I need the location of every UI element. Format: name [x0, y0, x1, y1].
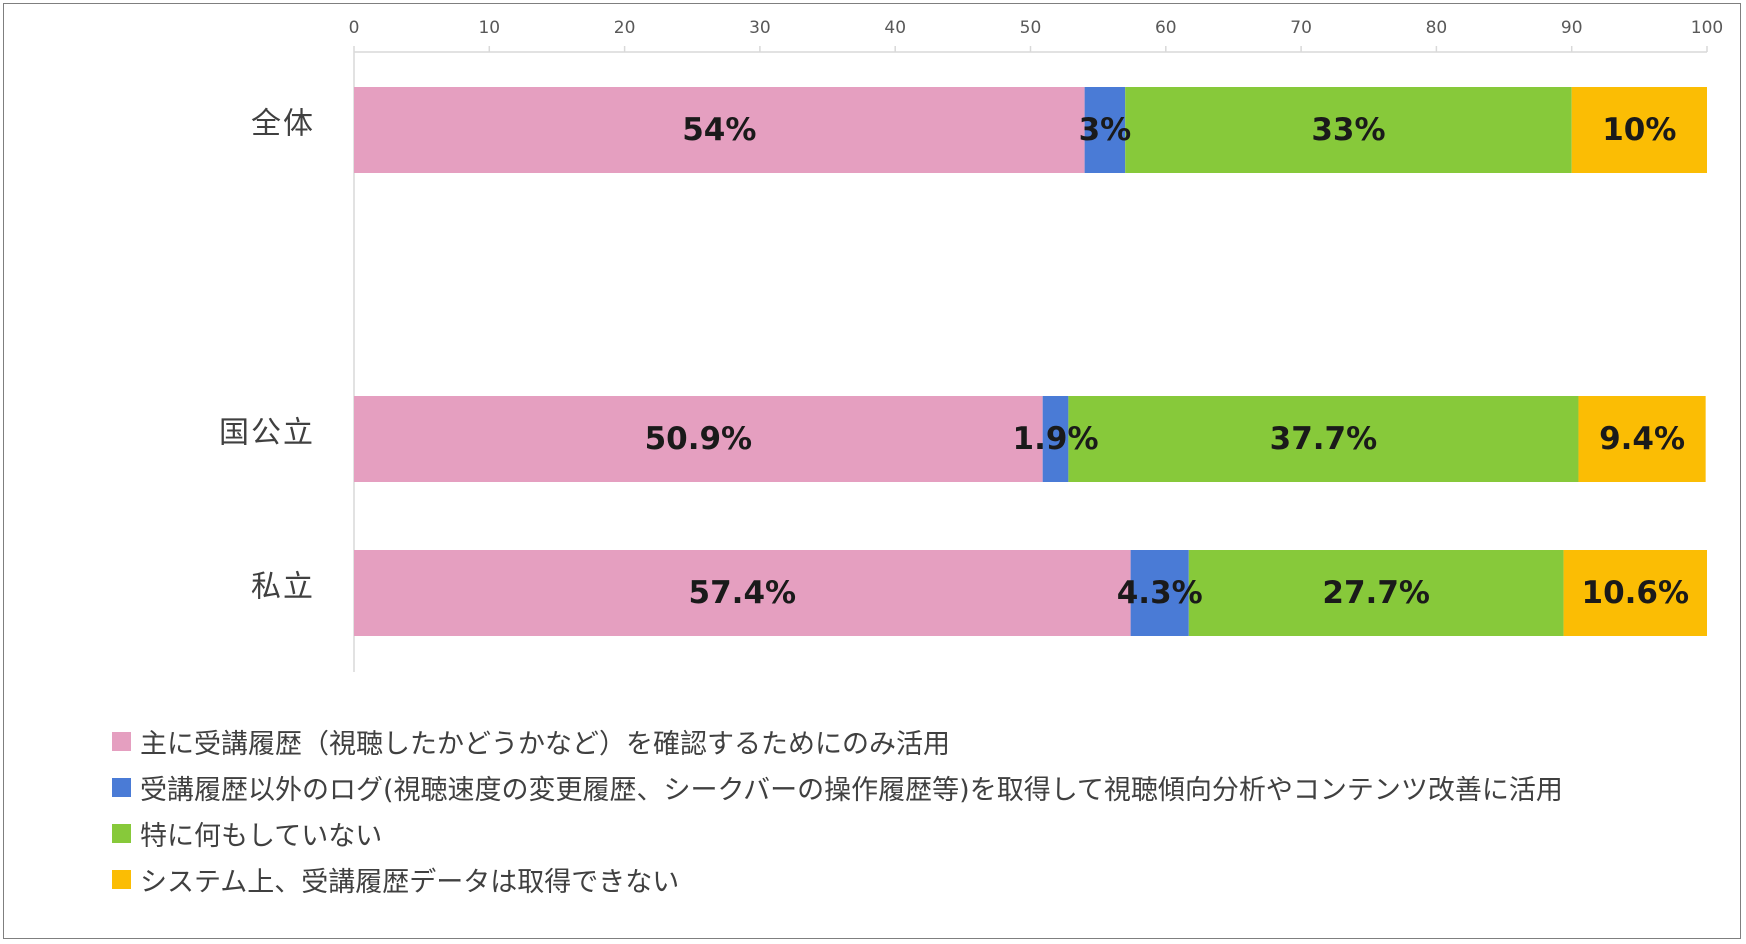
legend-label: 特に何もしていない — [140, 820, 383, 852]
category-label: 私立 — [251, 570, 315, 605]
bar-segment — [1130, 550, 1189, 636]
data-label: 4.3% — [1117, 575, 1203, 611]
data-label: 3% — [1079, 112, 1132, 148]
x-tick-label: 90 — [1561, 18, 1583, 38]
bar-segment — [1571, 87, 1707, 173]
x-tick-label: 10 — [478, 18, 500, 38]
x-tick-label: 70 — [1290, 18, 1312, 38]
data-label: 9.4% — [1599, 421, 1685, 457]
legend-label: システム上、受講履歴データは取得できない — [140, 866, 680, 898]
legend-item: システム上、受講履歴データは取得できない — [112, 856, 1563, 902]
x-tick-label: 80 — [1426, 18, 1448, 38]
data-label: 10% — [1602, 112, 1676, 148]
bars — [354, 87, 1707, 636]
x-tick-label: 60 — [1155, 18, 1177, 38]
data-label: 10.6% — [1582, 575, 1690, 611]
x-tick-label: 50 — [1020, 18, 1042, 38]
bar-segment — [354, 396, 1043, 482]
bar-segment — [1125, 87, 1572, 173]
legend-swatch — [112, 731, 131, 751]
bar-segment — [354, 550, 1131, 636]
data-labels: 54% 3% 33% 10% 50.9% 1.9% 37.7% 9.4% 57.4% 4.3% 27… — [645, 112, 1689, 611]
legend-swatch — [112, 869, 131, 889]
data-label: 37.7% — [1270, 421, 1378, 457]
data-label: 33% — [1311, 112, 1385, 148]
bar-segment — [1068, 396, 1579, 482]
legend: 主に受講履歴（視聴したかどうかなど）を確認するためにのみ活用受講履歴以外のログ(… — [112, 718, 1563, 902]
bar-segment — [1578, 396, 1706, 482]
category-label: 国公立 — [219, 416, 315, 451]
data-label: 50.9% — [645, 421, 753, 457]
bar-segment — [1084, 87, 1126, 173]
legend-item: 主に受講履歴（視聴したかどうかなど）を確認するためにのみ活用 — [112, 718, 1563, 764]
data-label: 57.4% — [689, 575, 797, 611]
x-tick-label: 20 — [614, 18, 636, 38]
x-tick-label: 100 — [1691, 18, 1723, 38]
x-tick-label: 30 — [749, 18, 771, 38]
legend-item: 特に何もしていない — [112, 810, 1563, 856]
bar-segment — [1563, 550, 1707, 636]
legend-swatch — [112, 777, 131, 797]
data-label: 1.9% — [1013, 421, 1099, 457]
category-label: 全体 — [251, 107, 315, 142]
data-label: 54% — [682, 112, 756, 148]
x-tick-label: 0 — [349, 18, 360, 38]
bar-segment — [354, 87, 1085, 173]
bar-segment — [1188, 550, 1564, 636]
legend-item: 受講履歴以外のログ(視聴速度の変更履歴、シークバーの操作履歴等)を取得して視聴傾… — [112, 764, 1563, 810]
data-label: 27.7% — [1322, 575, 1430, 611]
legend-label: 受講履歴以外のログ(視聴速度の変更履歴、シークバーの操作履歴等)を取得して視聴傾… — [140, 774, 1563, 806]
legend-swatch — [112, 823, 131, 843]
x-tick-label: 40 — [884, 18, 906, 38]
legend-label: 主に受講履歴（視聴したかどうかなど）を確認するためにのみ活用 — [140, 728, 950, 760]
bar-segment — [1042, 396, 1069, 482]
